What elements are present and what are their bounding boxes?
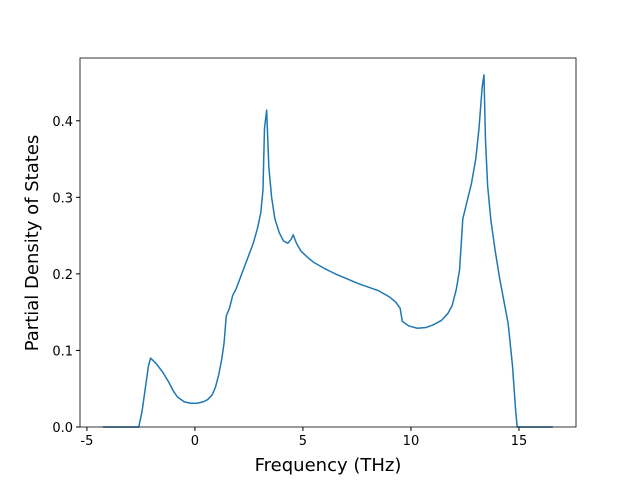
y-tick-label: 0.2 bbox=[52, 268, 73, 283]
y-tick-label: 0.0 bbox=[52, 421, 73, 436]
data-line bbox=[102, 74, 553, 428]
y-tick-label: 0.4 bbox=[52, 115, 73, 130]
x-tick-label: 10 bbox=[403, 434, 420, 449]
x-tick-label: 5 bbox=[299, 434, 307, 449]
x-tick-label: -5 bbox=[80, 434, 93, 449]
plot-frame bbox=[79, 57, 577, 428]
y-tick-label: 0.1 bbox=[52, 344, 73, 359]
y-axis-label: Partial Density of States bbox=[22, 135, 43, 352]
y-tick-label: 0.3 bbox=[52, 191, 73, 206]
x-tick-label: 15 bbox=[511, 434, 528, 449]
x-axis-label: Frequency (THz) bbox=[255, 455, 402, 476]
x-tick-label: 0 bbox=[191, 434, 199, 449]
